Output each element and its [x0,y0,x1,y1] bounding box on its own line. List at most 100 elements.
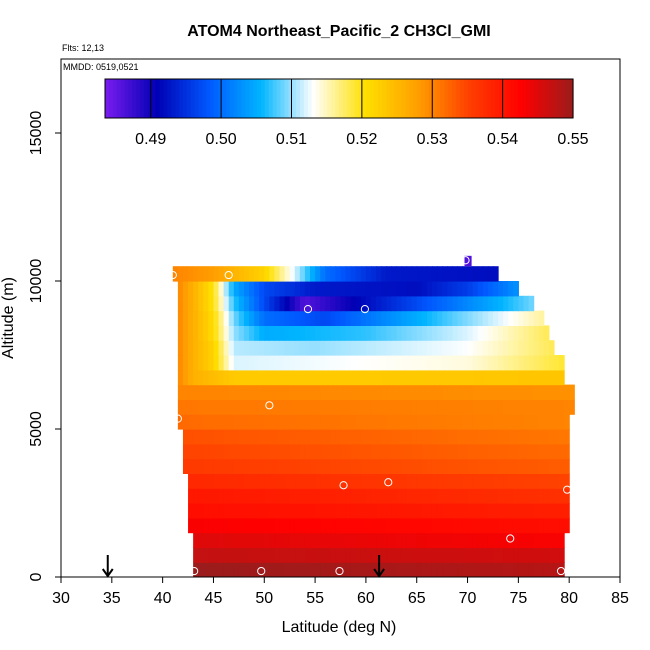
heatmap-cell [365,488,372,504]
heatmap-cell [177,266,184,282]
heatmap-cell [396,295,403,312]
heatmap-cell [340,325,347,341]
heatmap-cell [182,443,189,460]
heatmap-cell [498,414,504,430]
heatmap-cell [238,503,245,519]
heatmap-cell [193,295,199,312]
heatmap-cell [431,399,438,415]
heatmap-cell [193,429,199,445]
heatmap-cell [487,399,494,415]
heatmap-cell [198,384,204,400]
heatmap-cell [406,384,413,400]
heatmap-cell [294,355,301,371]
heatmap-cell [310,443,316,460]
heatmap-cell [426,473,433,489]
heatmap-cell [193,266,199,282]
heatmap-cell [360,384,367,400]
heatmap-cell [406,310,413,326]
heatmap-cell [274,340,281,356]
heatmap-cell [269,340,276,356]
heatmap-cell [528,458,535,474]
heatmap-cell [340,458,347,474]
heatmap-cell [426,414,433,430]
heatmap-cell [498,473,504,489]
heatmap-cell [442,295,448,312]
colorbar: 0.49 0.50 0.51 0.52 0.53 0.54 0.55 [104,78,589,148]
heatmap-cell [513,473,519,489]
heatmap-cell [401,488,408,504]
heatmap-cell [355,547,362,563]
heatmap-cell [472,503,479,519]
heatmap-cell [406,281,413,297]
heatmap-cell [274,355,281,371]
heatmap-cell [304,295,311,312]
heatmap-cell [213,458,220,474]
heatmap-cell [437,562,443,577]
heatmap-cell [559,443,565,460]
heatmap-cell [320,488,326,504]
heatmap-cell [345,384,352,400]
heatmap-cell [218,369,225,386]
heatmap-cell [182,340,189,356]
heatmap-cell [310,369,316,386]
heatmap-cell [203,399,209,415]
heatmap-cell [228,503,235,519]
heatmap-cell [213,266,220,282]
heatmap-cell [482,281,489,297]
heatmap-cell [330,488,337,504]
heatmap-cell [233,281,240,297]
heatmap-cell [528,325,535,341]
heatmap-cell [421,488,428,504]
heatmap-cell [304,340,311,356]
heatmap-cell [284,295,291,312]
heatmap-cell [355,473,362,489]
heatmap-cell [264,443,270,460]
heatmap-cell [350,503,357,519]
heatmap-cell [411,458,418,474]
heatmap-cell [304,547,311,563]
heatmap-cell [279,310,286,326]
heatmap-cell [345,295,352,312]
x-axis-label: Latitude (deg N) [282,619,397,636]
flights-note: Flts: 12,13 [62,43,104,53]
heatmap-cell [274,517,281,534]
heatmap-cell [360,503,367,519]
heatmap-cell [462,281,469,297]
heatmap-cell [284,547,291,563]
heatmap-cell [370,532,377,548]
heatmap-cell [447,266,453,282]
heatmap-cell [360,369,367,386]
heatmap-cell [477,340,484,356]
heatmap-cell [264,562,270,577]
heatmap-cell [559,414,565,430]
heatmap-cell [269,517,276,534]
heatmap-cell [335,281,342,297]
heatmap-cell [553,429,560,445]
heatmap-cell [492,369,499,386]
colorbar-swatch [565,79,570,118]
heatmap-cell [259,562,265,577]
heatmap-cell [264,355,270,371]
heatmap-cell [416,384,423,400]
heatmap-cell [320,369,326,386]
heatmap-cell [518,295,525,312]
heatmap-cell [564,503,570,519]
heatmap-cell [203,340,209,356]
heatmap-cell [335,295,342,312]
heatmap-cell [426,443,433,460]
heatmap-cell [401,281,408,297]
heatmap-cell [350,488,357,504]
heatmap-cell [487,355,494,371]
heatmap-cell [538,429,545,445]
heatmap-cell [193,414,199,430]
heatmap-cell [442,325,448,341]
heatmap-cell [431,503,438,519]
heatmap-cell [208,458,215,474]
heatmap-cell [304,325,311,341]
heatmap-cell [548,399,555,415]
heatmap-cell [335,325,342,341]
heatmap-cell [376,266,382,282]
heatmap-cell [355,414,362,430]
heatmap-cell [350,473,357,489]
heatmap-cell [345,429,352,445]
